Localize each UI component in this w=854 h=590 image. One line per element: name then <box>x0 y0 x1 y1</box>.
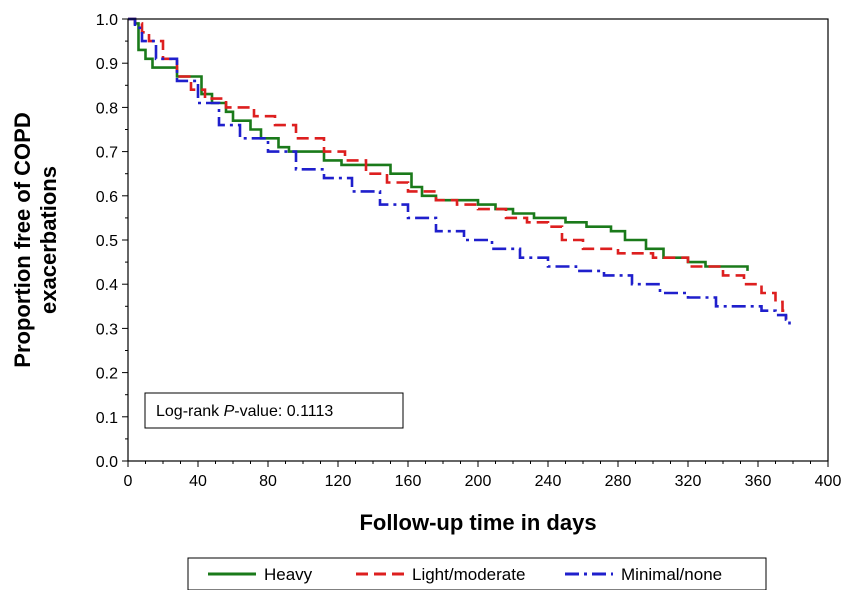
legend-items: Heavy Light/moderate Minimal/none <box>208 565 722 584</box>
series-minimal-none-line <box>128 17 791 329</box>
y-tick-label: 0.1 <box>96 410 118 427</box>
legend-label-light-moderate: Light/moderate <box>412 565 525 584</box>
y-axis-title: Proportion free of COPD exacerbations <box>10 112 61 367</box>
y-tick-label: 0.8 <box>96 100 118 117</box>
x-tick-label: 400 <box>815 473 842 490</box>
y-tick-label: 0.5 <box>96 233 118 250</box>
y-tick-label: 0.2 <box>96 366 118 383</box>
y-axis-title-line-1: Proportion free of COPD <box>10 112 35 367</box>
x-axis: 0 40 80 120 160 200 240 280 320 360 400 <box>124 461 842 490</box>
series-heavy-line <box>128 17 749 271</box>
annotation-box <box>144 392 404 429</box>
annotation-p-symbol: P <box>224 403 235 420</box>
y-axis: 0.0 0.1 0.2 0.3 0.4 0.5 0.6 0.7 0.8 0.9 1.0 <box>96 12 128 471</box>
annotation-suffix: -value: 0.1113 <box>234 403 333 420</box>
legend-label-heavy: Heavy <box>264 565 313 584</box>
annotation-prefix: Log-rank <box>156 403 224 420</box>
x-tick-label: 160 <box>395 473 422 490</box>
y-tick-label: 0.6 <box>96 189 118 206</box>
series-layer <box>128 17 791 329</box>
x-tick-label: 0 <box>124 473 133 490</box>
y-axis-title-line-2: exacerbations <box>36 166 61 314</box>
x-tick-label: 80 <box>259 473 277 490</box>
y-tick-label: 0.0 <box>96 454 118 471</box>
y-tick-label: 0.4 <box>96 277 118 294</box>
x-tick-label: 200 <box>465 473 492 490</box>
legend-label-minimal-none: Minimal/none <box>621 565 722 584</box>
y-tick-label: 0.7 <box>96 145 118 162</box>
y-tick-label: 1.0 <box>96 12 118 29</box>
log-rank-annotation: Log-rank P-value: 0.1113 <box>144 392 404 429</box>
x-axis-title: Follow-up time in days <box>359 510 596 535</box>
annotation-text: Log-rank P-value: 0.1113 <box>156 403 333 420</box>
x-tick-label: 40 <box>189 473 207 490</box>
legend-box <box>187 557 767 590</box>
x-tick-label: 120 <box>325 473 352 490</box>
x-tick-label: 360 <box>745 473 772 490</box>
x-tick-label: 280 <box>605 473 632 490</box>
legend: Heavy Light/moderate Minimal/none <box>187 557 767 590</box>
y-tick-label: 0.9 <box>96 56 118 73</box>
y-tick-label: 0.3 <box>96 321 118 338</box>
x-tick-label: 240 <box>535 473 562 490</box>
x-tick-label: 320 <box>675 473 702 490</box>
